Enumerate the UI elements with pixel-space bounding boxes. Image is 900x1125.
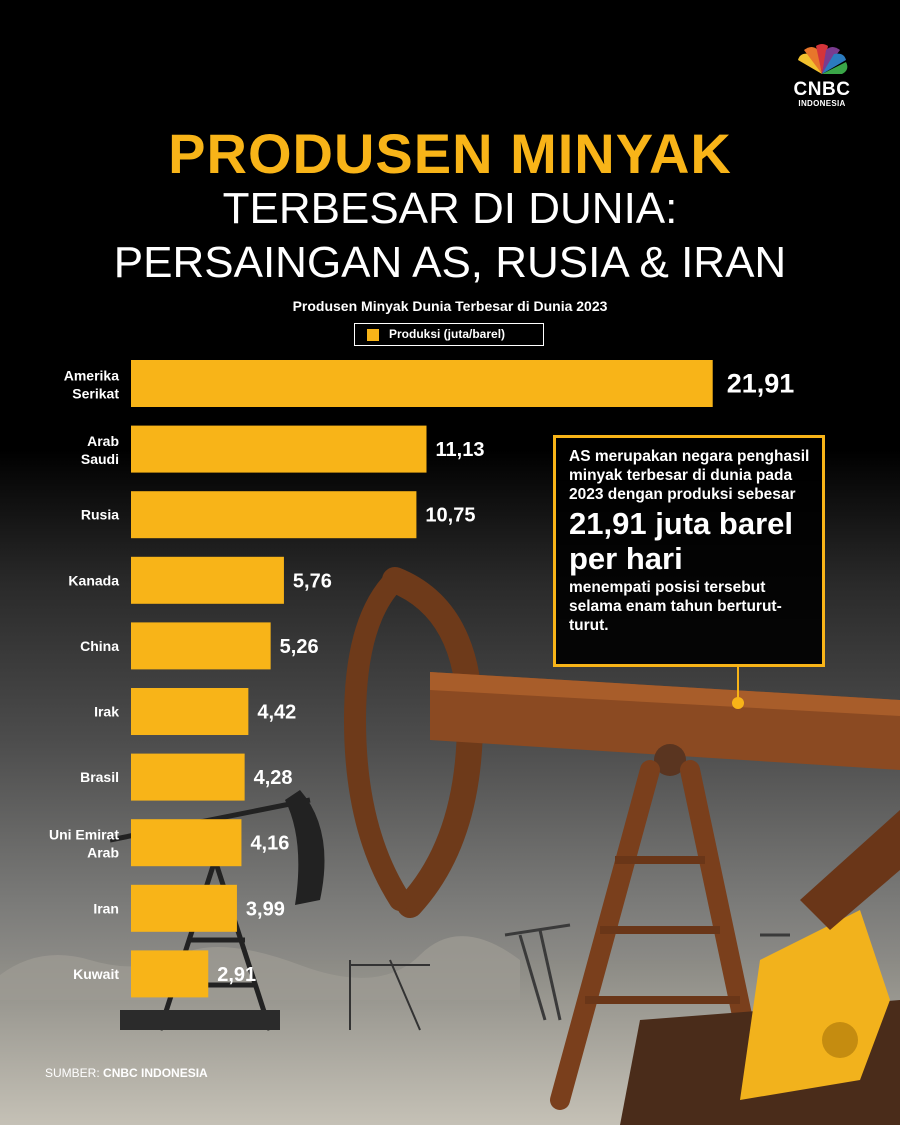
bar	[131, 884, 237, 932]
callout-intro: AS merupakan negara penghasil minyak ter…	[569, 448, 810, 503]
bar	[131, 425, 427, 473]
value-label: 11,13	[436, 439, 485, 461]
bar	[131, 950, 209, 998]
callout-highlight: 21,91 juta barel per hari	[569, 506, 794, 576]
category-label: Iran	[93, 900, 119, 916]
category-label: Rusia	[81, 507, 119, 523]
value-label: 4,28	[254, 767, 293, 789]
bar	[131, 622, 271, 670]
brand-sub: INDONESIA	[798, 99, 846, 108]
bar	[131, 753, 245, 801]
headline-line-2: TERBESAR DI DUNIA:	[222, 184, 678, 233]
bar	[131, 360, 713, 407]
category-label: Kanada	[68, 572, 119, 588]
category-label: Uni Emirat Arab	[49, 827, 119, 861]
bar	[131, 556, 284, 604]
category-label: Arab Saudi	[81, 433, 119, 467]
category-label: Kuwait	[73, 966, 119, 982]
value-label: 4,42	[257, 702, 296, 724]
category-label: Amerika Serikat	[64, 368, 120, 402]
category-label: Brasil	[80, 769, 119, 785]
source-value: CNBC INDONESIA	[103, 1066, 208, 1080]
peacock-icon	[798, 44, 848, 74]
value-label: 4,16	[250, 833, 289, 855]
callout-outro: menempati posisi tersebut selama enam ta…	[569, 579, 782, 634]
value-label: 5,26	[280, 636, 319, 658]
category-label: Irak	[94, 704, 119, 720]
value-label: 2,91	[217, 964, 256, 986]
value-label: 3,99	[246, 898, 285, 920]
bar	[131, 688, 249, 735]
source-label: SUMBER:	[45, 1066, 100, 1080]
category-label: China	[80, 638, 119, 654]
chart-title: Produsen Minyak Dunia Terbesar di Dunia …	[292, 298, 608, 314]
value-label: 10,75	[425, 505, 475, 527]
headline-line-3: PERSAINGAN AS, RUSIA & IRAN	[113, 238, 787, 287]
bar	[131, 819, 242, 867]
legend-swatch	[367, 329, 379, 341]
bar	[131, 491, 417, 539]
value-label: 21,91	[727, 369, 795, 399]
callout-pointer-line	[737, 667, 739, 699]
legend-label: Produksi (juta/barel)	[389, 327, 506, 341]
callout-pointer-dot	[732, 697, 744, 709]
headline: PRODUSEN MINYAK	[168, 122, 732, 185]
brand-name: CNBC	[793, 79, 851, 100]
legend: Produksi (juta/barel)	[354, 323, 544, 346]
cnbc-logo: CNBC INDONESIA	[786, 44, 858, 108]
callout-box: AS merupakan negara penghasil minyak ter…	[553, 435, 825, 667]
value-label: 5,76	[293, 570, 332, 592]
source-note: SUMBER: CNBC INDONESIA	[45, 1066, 208, 1081]
